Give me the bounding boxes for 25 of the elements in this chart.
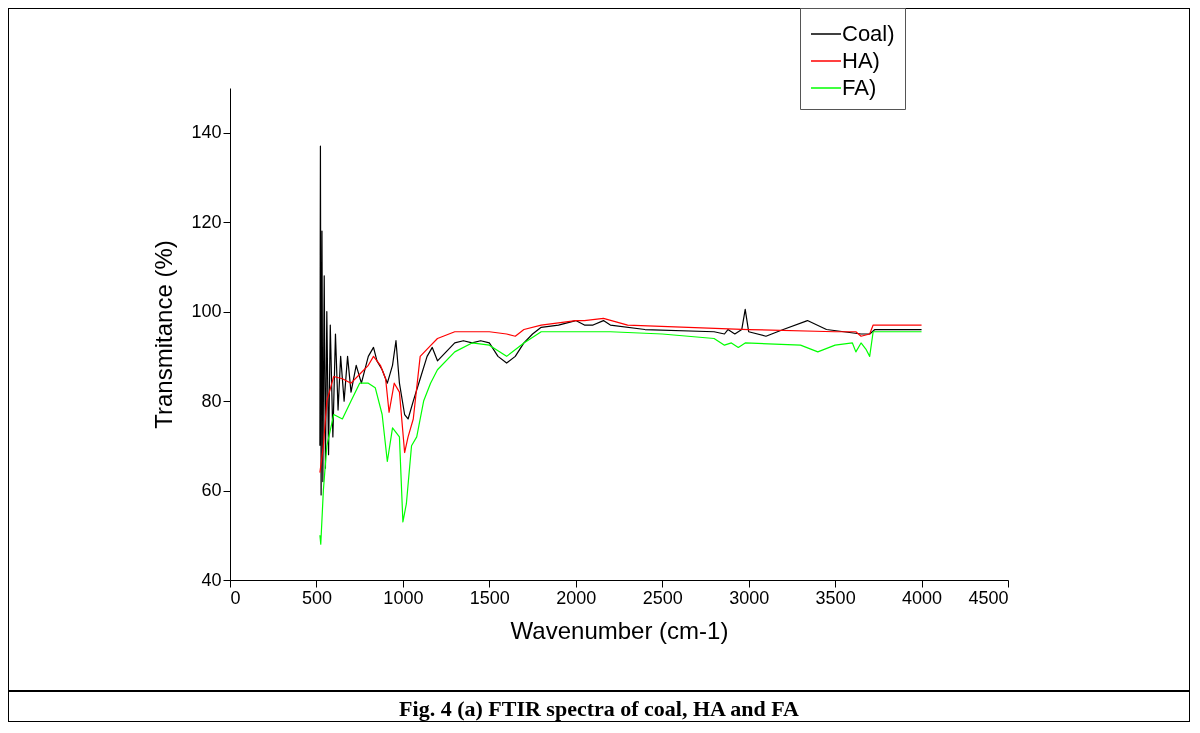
y-tick-label: 80 — [201, 390, 222, 411]
y-tick-label: 60 — [201, 480, 222, 501]
line-series — [319, 317, 923, 474]
y-axis-title: Transmitance (%) — [150, 240, 178, 429]
caption: Fig. 4 (a) FTIR spectra of coal, HA and FA — [8, 690, 1190, 722]
y-tick-label: 120 — [191, 211, 222, 232]
x-axis-title: Wavenumber (cm-1) — [510, 616, 729, 644]
y-tick-label: 100 — [191, 301, 222, 322]
legend-label: Coal) — [842, 21, 895, 46]
y-tick-label: 40 — [201, 569, 222, 590]
x-tick-label: 3000 — [729, 587, 770, 608]
y-tick-label: 140 — [191, 122, 222, 143]
x-tick-label: 4500 — [968, 587, 1009, 608]
x-tick-label: 1500 — [469, 587, 510, 608]
x-tick-label: 3500 — [815, 587, 856, 608]
x-tick-label: 1000 — [383, 587, 424, 608]
x-tick-label: 0 — [230, 587, 241, 608]
x-tick-label: 2000 — [556, 587, 597, 608]
line-series — [319, 331, 923, 545]
legend-label: FA) — [842, 75, 877, 100]
line-series — [319, 145, 923, 496]
legend-label: HA) — [842, 48, 880, 73]
x-tick-label: 4000 — [902, 587, 943, 608]
x-tick-label: 2500 — [642, 587, 683, 608]
x-tick-label: 500 — [301, 587, 332, 608]
